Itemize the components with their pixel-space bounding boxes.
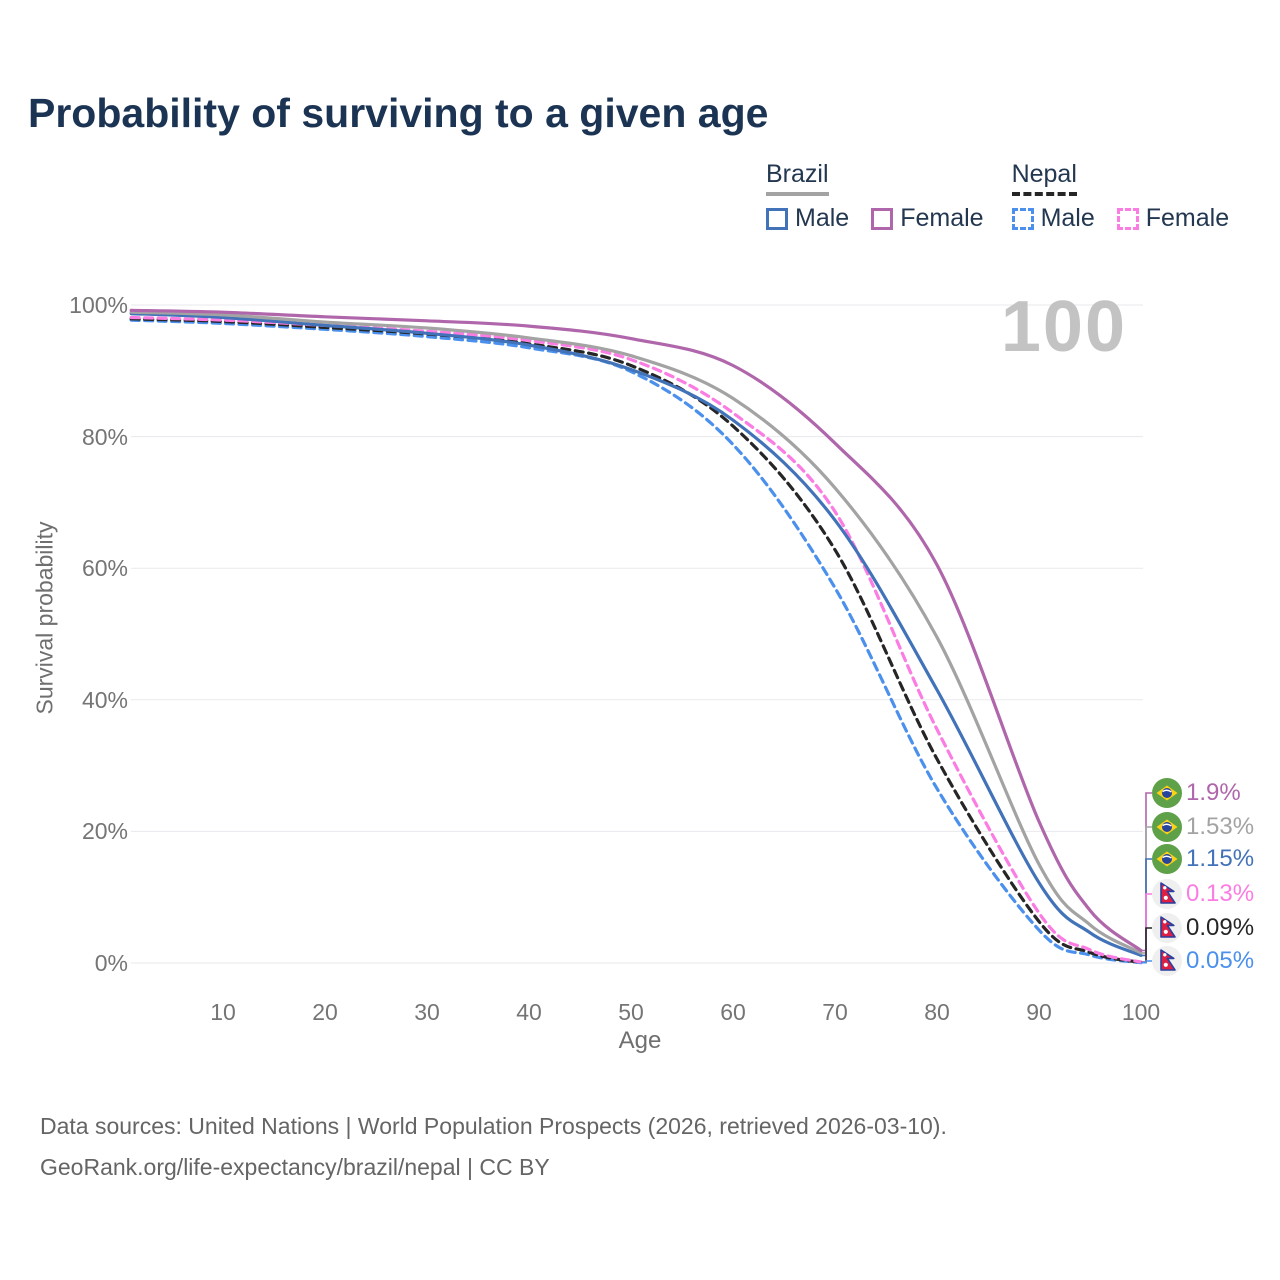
x-tick-70: 70 <box>822 999 848 1025</box>
y-axis-title: Survival probability <box>31 521 58 715</box>
brazil-flag-icon <box>1152 844 1182 874</box>
nepal-flag-icon <box>1152 946 1182 976</box>
series-line-brazil-all <box>129 310 1143 955</box>
nepal-flag-icon <box>1152 879 1182 909</box>
x-tick-90: 90 <box>1026 999 1052 1025</box>
legend-country-brazil: Brazil <box>766 160 829 196</box>
y-tick-40: 40% <box>81 686 128 713</box>
legend-country-nepal: Nepal <box>1011 160 1077 196</box>
legend-item-nepal-male[interactable]: Male <box>1011 204 1095 233</box>
x-tick-100: 100 <box>1121 999 1161 1025</box>
end-value-label: 1.9% <box>1186 779 1241 806</box>
leader-line-nepal-all <box>1141 927 1152 964</box>
data-sources-line: Data sources: United Nations | World Pop… <box>40 1113 947 1139</box>
x-axis-title: Age <box>618 1027 662 1054</box>
x-tick-80: 80 <box>924 999 950 1025</box>
end-value-label: 0.13% <box>1186 880 1255 907</box>
end-value-label: 0.09% <box>1186 914 1255 941</box>
legend-swatch-icon <box>766 207 788 230</box>
legend-item-brazil-male[interactable]: Male <box>766 204 849 233</box>
end-value-nepal-female: 0.13% <box>1186 879 1254 909</box>
end-value-nepal-male: 0.05% <box>1186 946 1254 976</box>
end-value-label: 0.05% <box>1186 947 1255 974</box>
end-value-label: 1.15% <box>1186 845 1255 872</box>
y-tick-20: 20% <box>81 818 128 845</box>
watermark-age-label: 100 <box>1000 287 1127 367</box>
x-tick-30: 30 <box>414 999 440 1025</box>
legend-item-brazil-female[interactable]: Female <box>871 204 984 233</box>
end-value-nepal-all: 0.09% <box>1186 913 1254 943</box>
y-tick-0: 0% <box>94 950 128 976</box>
y-tick-80: 80% <box>81 423 128 450</box>
leader-line-nepal-male <box>1141 960 1152 964</box>
series-line-nepal-male <box>129 318 1143 965</box>
legend-item-label: Female <box>900 204 984 232</box>
legend-group-brazil: Brazil Male Female <box>766 160 984 233</box>
series-line-brazil-female <box>129 308 1143 953</box>
y-tick-60: 60% <box>81 555 128 582</box>
legend-item-label: Male <box>1040 204 1095 232</box>
legend-group-nepal: Nepal Male Female <box>1011 160 1230 233</box>
legend-item-nepal-female[interactable]: Female <box>1116 204 1230 233</box>
brazil-flag-icon <box>1152 778 1182 808</box>
series-line-brazil-male <box>129 312 1143 957</box>
footer: Data sources: United Nations | World Pop… <box>40 1106 947 1188</box>
brazil-flag-icon <box>1152 812 1182 842</box>
legend-item-label: Female <box>1145 204 1230 232</box>
legend-swatch-icon <box>871 207 894 230</box>
x-tick-50: 50 <box>618 999 644 1025</box>
legend-swatch-icon <box>1116 207 1139 230</box>
legend-swatch-icon <box>1011 207 1034 230</box>
x-tick-10: 10 <box>210 999 236 1025</box>
attribution-line: GeoRank.org/life-expectancy/brazil/nepal… <box>40 1154 550 1180</box>
page-title: Probability of surviving to a given age <box>28 90 769 136</box>
end-value-brazil-male: 1.15% <box>1186 844 1254 874</box>
x-tick-20: 20 <box>312 999 338 1025</box>
chart-legend: Brazil Male Female Nepal Male Female <box>766 160 1229 233</box>
series-line-nepal-all <box>129 317 1143 964</box>
nepal-flag-icon <box>1152 913 1182 943</box>
y-tick-100: 100% <box>69 292 128 318</box>
x-tick-60: 60 <box>720 999 746 1025</box>
end-value-label: 1.53% <box>1186 813 1255 840</box>
x-tick-40: 40 <box>516 999 542 1025</box>
legend-items-row: Male Female <box>1011 204 1230 233</box>
legend-item-label: Male <box>795 204 850 232</box>
end-value-brazil-female: 1.9% <box>1186 778 1241 808</box>
legend-items-row: Male Female <box>766 204 984 233</box>
end-value-brazil-all: 1.53% <box>1186 812 1254 842</box>
